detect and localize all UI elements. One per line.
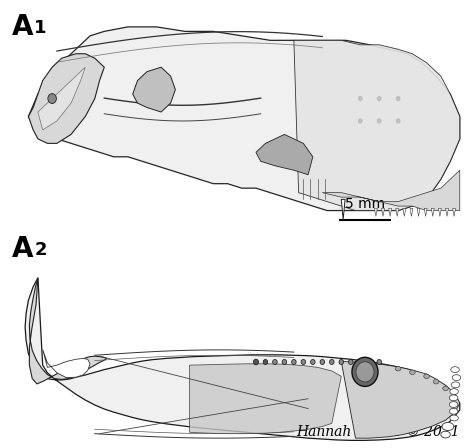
Text: A: A: [12, 235, 33, 263]
Ellipse shape: [358, 118, 363, 124]
Ellipse shape: [450, 388, 458, 395]
Ellipse shape: [356, 362, 374, 382]
Text: 5 mm: 5 mm: [345, 197, 385, 211]
Ellipse shape: [441, 431, 450, 438]
Polygon shape: [294, 40, 460, 211]
Ellipse shape: [395, 366, 401, 371]
Ellipse shape: [442, 422, 454, 431]
Polygon shape: [133, 67, 175, 112]
Polygon shape: [438, 208, 441, 216]
Ellipse shape: [320, 359, 325, 365]
Polygon shape: [256, 134, 313, 175]
Polygon shape: [38, 67, 85, 130]
Ellipse shape: [352, 358, 378, 386]
Polygon shape: [431, 208, 434, 216]
Text: A: A: [12, 13, 33, 41]
Ellipse shape: [329, 359, 334, 365]
Ellipse shape: [449, 395, 458, 401]
Polygon shape: [374, 208, 377, 216]
Ellipse shape: [433, 379, 439, 384]
Polygon shape: [341, 199, 345, 220]
Ellipse shape: [443, 386, 448, 391]
Polygon shape: [28, 27, 460, 211]
Polygon shape: [43, 349, 90, 378]
Ellipse shape: [339, 359, 344, 365]
Polygon shape: [25, 278, 460, 440]
Polygon shape: [28, 54, 104, 143]
Ellipse shape: [377, 96, 382, 101]
Polygon shape: [322, 170, 460, 211]
Ellipse shape: [263, 359, 268, 365]
Ellipse shape: [449, 401, 458, 408]
Polygon shape: [403, 208, 406, 216]
Ellipse shape: [410, 370, 415, 375]
Polygon shape: [453, 208, 456, 216]
Ellipse shape: [424, 374, 429, 379]
Ellipse shape: [358, 96, 363, 101]
Ellipse shape: [377, 359, 382, 365]
Ellipse shape: [451, 366, 459, 373]
Ellipse shape: [358, 359, 363, 365]
Ellipse shape: [348, 359, 353, 365]
Ellipse shape: [48, 94, 56, 103]
Polygon shape: [446, 208, 448, 216]
Ellipse shape: [452, 375, 461, 381]
Polygon shape: [29, 278, 107, 384]
Ellipse shape: [254, 359, 258, 365]
Ellipse shape: [451, 382, 460, 388]
Text: 1: 1: [34, 19, 46, 37]
Ellipse shape: [310, 359, 315, 365]
Ellipse shape: [396, 118, 401, 124]
Polygon shape: [417, 208, 420, 216]
Ellipse shape: [449, 409, 458, 414]
Ellipse shape: [367, 359, 372, 365]
Ellipse shape: [396, 96, 401, 101]
Polygon shape: [424, 208, 427, 216]
Polygon shape: [389, 208, 392, 216]
Polygon shape: [341, 362, 460, 438]
Ellipse shape: [292, 359, 296, 365]
Ellipse shape: [450, 415, 458, 421]
Ellipse shape: [282, 359, 287, 365]
Polygon shape: [190, 364, 341, 434]
Text: Hannah Caisse © 2021: Hannah Caisse © 2021: [296, 425, 460, 439]
Polygon shape: [396, 208, 399, 216]
Ellipse shape: [273, 359, 277, 365]
Ellipse shape: [377, 118, 382, 124]
Polygon shape: [410, 208, 413, 216]
Polygon shape: [382, 208, 384, 216]
Ellipse shape: [301, 359, 306, 365]
Text: 2: 2: [34, 241, 46, 258]
